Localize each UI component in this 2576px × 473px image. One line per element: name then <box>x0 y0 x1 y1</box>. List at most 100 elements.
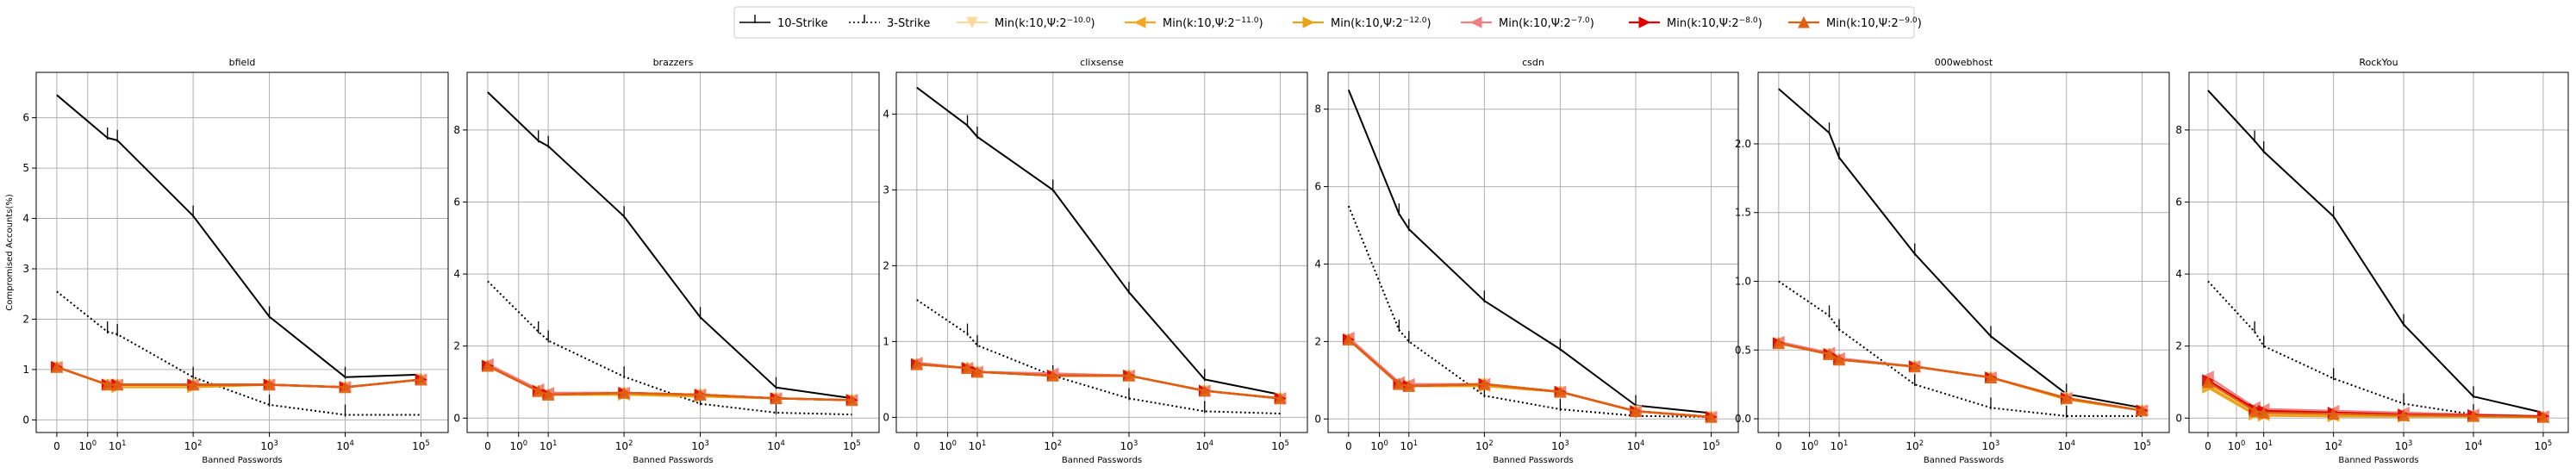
y-tick-label: 1 <box>22 364 29 376</box>
x-tick-label: 102 <box>1475 439 1494 452</box>
data-point <box>2249 404 2261 417</box>
legend-label: 10-Strike <box>777 17 828 30</box>
legend-swatch-marker <box>1302 16 1315 28</box>
x-tick-label: 102 <box>1044 439 1062 452</box>
x-tick-label: 100 <box>509 439 527 452</box>
data-point <box>1478 377 1491 390</box>
x-tick-label: 102 <box>2324 439 2342 452</box>
x-tick-label: 0 <box>1345 440 1352 452</box>
x-axis-label: Banned Passwords <box>1924 456 2004 465</box>
series <box>56 290 421 417</box>
data-point <box>2202 376 2214 389</box>
data-point <box>2257 406 2270 419</box>
x-tick-label: 101 <box>2255 439 2273 452</box>
x-axis-label: Banned Passwords <box>1062 456 1142 465</box>
x-tick-label: 105 <box>1271 439 1289 452</box>
series <box>50 360 427 394</box>
legend-label: Min(k:10,Ψ:2−7.0) <box>1499 16 1594 30</box>
panel-title: clixsense <box>1080 57 1124 68</box>
y-tick-label: 2.0 <box>1735 138 1751 150</box>
data-point <box>694 388 707 401</box>
legend-entry: 10-Strike <box>739 15 828 30</box>
chart-panel: 0 1 2 3 4 5 6 0 100 101 102 103 104 105 bfield Banned P… <box>5 57 449 465</box>
x-tick-label: 103 <box>2395 439 2413 452</box>
data-point <box>618 386 631 399</box>
legend-entry: Min(k:10,Ψ:2−7.0) <box>1461 16 1594 30</box>
y-tick-label: 6 <box>453 196 460 208</box>
data-point <box>2467 409 2479 422</box>
data-point <box>187 378 200 391</box>
x-tick-label: 105 <box>2133 439 2151 452</box>
data-point <box>1046 369 1059 382</box>
legend-label: 3-Strike <box>887 17 930 30</box>
legend-label: Min(k:10,Ψ:2−10.0) <box>995 16 1095 30</box>
series <box>2207 280 2544 418</box>
legend-entry: Min(k:10,Ψ:2−9.0) <box>1788 16 1922 30</box>
data-point <box>2060 391 2073 404</box>
data-point <box>1833 353 1845 366</box>
y-tick-label: 0.0 <box>1735 413 1751 425</box>
y-tick-label: 0.5 <box>1735 344 1751 356</box>
y-axis-label: Compromised Accounts(%) <box>5 194 15 311</box>
legend-swatch-marker <box>1469 16 1482 28</box>
series <box>1347 89 1712 414</box>
x-tick-label: 104 <box>767 439 785 452</box>
legend-swatch-marker <box>1798 16 1810 28</box>
data-point <box>1123 369 1135 382</box>
x-tick-label: 104 <box>2057 439 2075 452</box>
plot-frame <box>35 72 449 433</box>
panel-title: RockYou <box>2359 57 2398 68</box>
y-tick-label: 5 <box>22 162 29 174</box>
data-point <box>2537 410 2549 423</box>
series-line <box>2207 280 2544 418</box>
x-tick-label: 102 <box>615 439 633 452</box>
plot-frame <box>1327 72 1739 433</box>
series <box>916 86 1281 395</box>
data-point <box>415 373 427 386</box>
y-tick-label: 8 <box>2175 124 2182 136</box>
series-line <box>1347 89 1712 414</box>
legend-label: Min(k:10,Ψ:2−9.0) <box>1826 16 1922 30</box>
series-line <box>2207 90 2544 414</box>
y-tick-label: 2 <box>1314 335 1321 347</box>
data-point <box>542 388 555 401</box>
data-point <box>2327 408 2340 420</box>
x-tick-label: 105 <box>2535 439 2553 452</box>
x-tick-label: 101 <box>1831 439 1849 452</box>
data-point <box>263 378 276 391</box>
data-point <box>770 392 783 405</box>
series <box>1778 280 2143 418</box>
y-tick-label: 4 <box>453 268 460 280</box>
y-tick-label: 2 <box>883 259 889 271</box>
data-point <box>1705 410 1718 423</box>
plot-frame <box>466 72 880 433</box>
x-tick-label: 100 <box>78 439 97 452</box>
series <box>481 359 858 407</box>
x-tick-label: 105 <box>412 439 430 452</box>
x-tick-label: 104 <box>336 439 354 452</box>
y-tick-label: 2 <box>2175 340 2182 352</box>
series <box>916 299 1281 414</box>
data-point <box>1274 392 1287 405</box>
y-tick-label: 4 <box>883 108 889 120</box>
data-point <box>532 384 545 397</box>
y-tick-label: 0 <box>2175 412 2182 424</box>
plot-frame <box>895 72 1308 433</box>
data-point <box>1402 379 1415 392</box>
x-tick-label: 0 <box>53 440 60 452</box>
plot-frame <box>2188 72 2569 433</box>
panel-title: bfield <box>229 57 256 68</box>
x-tick-label: 101 <box>1400 439 1418 452</box>
series <box>910 358 1287 405</box>
series <box>2202 376 2549 423</box>
data-point <box>910 358 923 370</box>
legend-label: Min(k:10,Ψ:2−12.0) <box>1331 16 1431 30</box>
data-point <box>1554 385 1567 398</box>
x-tick-label: 100 <box>2228 439 2246 452</box>
y-tick-label: 1.0 <box>1735 276 1751 288</box>
series-line <box>487 91 852 400</box>
y-tick-label: 8 <box>1314 103 1321 115</box>
legend-swatch-marker <box>966 16 978 29</box>
x-tick-label: 101 <box>969 439 987 452</box>
